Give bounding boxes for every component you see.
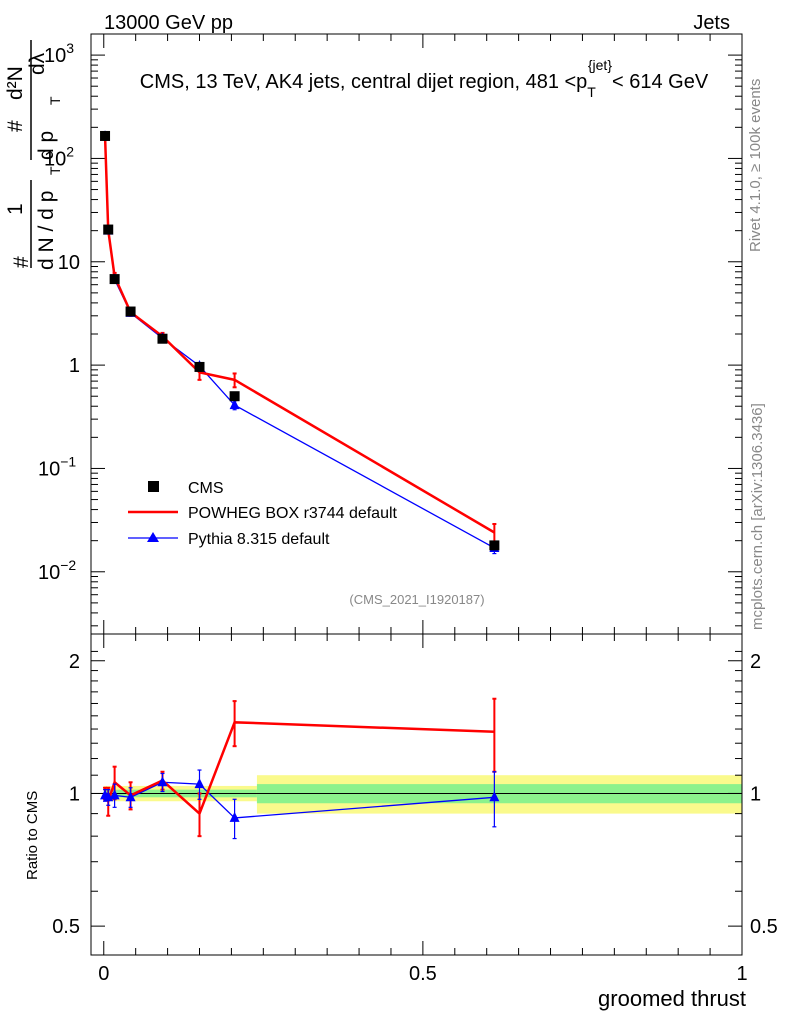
cms-point-0 <box>100 130 111 141</box>
ratio-frame-rect <box>90 633 743 956</box>
ratio-y-ticks: 0.5 0.5 1 1 2 2 <box>52 651 778 938</box>
main-ytick-exponent: 2 <box>66 143 74 159</box>
main-ytick-label-3: 10 <box>58 252 80 274</box>
x-tick-label-1: 0.5 <box>409 963 437 985</box>
ylabel-lambda: dλ <box>26 52 49 75</box>
ylabel-hash-two: # <box>4 120 27 132</box>
ylabel-num-one: 1 <box>4 203 27 215</box>
ratio-pythia-point-2 <box>109 789 120 800</box>
ratio-plot-data <box>100 697 500 840</box>
pythia-point-6 <box>229 399 240 410</box>
ratio-ytick-label-right-2: 2 <box>750 651 761 673</box>
main-ytick-label-1: 10−1 <box>38 453 76 480</box>
rivet-label: Rivet 4.1.0, ≥ 100k events <box>747 79 764 252</box>
ylabel-sub-t-one: T <box>47 166 63 175</box>
mcplots-label: mcplots.cern.ch [arXiv:1306.3436] <box>749 403 766 630</box>
ratio-pythia-point-6 <box>229 811 240 822</box>
energy-label: 13000 GeV pp <box>104 12 233 34</box>
x-tick-label-2: 1 <box>736 963 747 985</box>
ratio-ytick-label-left-2: 2 <box>69 651 80 673</box>
ylabel-den-one: d N / d p <box>35 191 58 270</box>
main-ytick-base: 10 <box>38 562 60 584</box>
plot-title: CMS, 13 TeV, AK4 jets, central dijet reg… <box>140 57 709 100</box>
jets-label: Jets <box>693 12 730 34</box>
legend-pythia-marker <box>147 532 159 542</box>
analysis-watermark: (CMS_2021_I1920187) <box>349 592 484 607</box>
cms-point-3 <box>125 306 136 317</box>
main-ytick-base: 10 <box>44 45 66 67</box>
ylabel-den-two: d p <box>35 131 58 160</box>
main-ytick-base: 1 <box>69 355 80 377</box>
ratio-pythia-point-7 <box>489 791 500 802</box>
cms-point-7 <box>489 540 500 551</box>
ratio-ytick-label-right-1: 1 <box>750 783 761 805</box>
cms-point-2 <box>109 274 120 285</box>
cms-point-5 <box>194 361 205 372</box>
ylabel-num-two: d²N <box>4 66 27 100</box>
main-ytick-base: 10 <box>44 148 66 170</box>
main-ytick-base: 10 <box>58 252 80 274</box>
ratio-ylabel: Ratio to CMS <box>24 791 41 880</box>
ratio-pythia-point-4 <box>157 776 168 787</box>
ratio-ytick-label-right-0: 0.5 <box>750 916 778 938</box>
cms-point-4 <box>157 333 168 344</box>
main-ylabel: # 1 d N / d p T # d²N d p T dλ <box>4 40 63 270</box>
ratio-pythia-point-5 <box>194 778 205 789</box>
main-ytick-base: 10 <box>38 458 60 480</box>
title-sub: T <box>587 84 596 100</box>
cms-point-6 <box>229 391 240 402</box>
legend-cms-marker <box>148 481 159 492</box>
cms-point-1 <box>103 224 114 235</box>
main-ytick-label-0: 10−2 <box>38 557 76 584</box>
main-ytick-label-4: 102 <box>44 143 74 170</box>
title-post: < 614 GeV <box>612 71 709 93</box>
main-plot-data <box>100 130 500 555</box>
x-axis-ticks: 0 0.5 1 <box>98 34 748 985</box>
ratio-pythia-point-3 <box>125 791 136 802</box>
main-ytick-label-5: 103 <box>44 40 74 67</box>
ratio-ytick-label-left-1: 1 <box>69 783 80 805</box>
main-ytick-exponent: −1 <box>60 453 76 469</box>
legend: CMS POWHEG BOX r3744 default Pythia 8.31… <box>128 480 398 548</box>
x-axis-label: groomed thrust <box>598 986 746 1011</box>
title-pre: CMS, 13 TeV, AK4 jets, central dijet reg… <box>140 71 588 93</box>
legend-cms-label: CMS <box>188 480 224 497</box>
ylabel-hash: # <box>10 256 33 268</box>
main-ytick-exponent: 3 <box>66 40 74 56</box>
title-sup: {jet} <box>588 57 612 73</box>
powheg-line <box>103 135 495 534</box>
legend-pythia-label: Pythia 8.315 default <box>188 531 330 548</box>
main-ytick-exponent: −2 <box>60 557 76 573</box>
main-ytick-label-2: 1 <box>69 355 80 377</box>
ylabel-sub-t-two: T <box>47 96 63 105</box>
legend-powheg-label: POWHEG BOX r3744 default <box>188 505 398 522</box>
x-tick-label-0: 0 <box>98 963 109 985</box>
ratio-ytick-label-left-0: 0.5 <box>52 916 80 938</box>
